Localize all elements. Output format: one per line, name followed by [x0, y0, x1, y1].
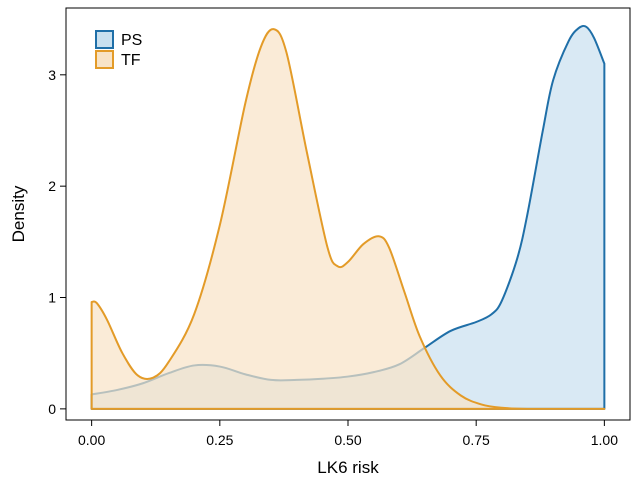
x-axis-title: LK6 risk	[317, 458, 379, 477]
legend-label-ps: PS	[121, 32, 142, 49]
x-tick-label: 0.75	[463, 432, 490, 448]
density-area-tf	[90, 28, 606, 410]
y-axis-title: Density	[9, 185, 28, 242]
legend: PS TF	[95, 30, 142, 69]
x-tick-label: 0.50	[334, 432, 361, 448]
y-tick-label: 2	[48, 178, 56, 194]
x-tick-label: 0.25	[206, 432, 233, 448]
series-layer	[90, 24, 606, 410]
x-axis: 0.00 0.25 0.50 0.75 1.00	[78, 420, 618, 448]
legend-swatch-ps	[95, 30, 114, 49]
y-axis: 0 1 2 3	[48, 67, 66, 417]
x-tick-label: 0.00	[78, 432, 105, 448]
legend-swatch-tf	[95, 50, 114, 69]
y-tick-label: 1	[48, 290, 56, 306]
y-tick-label: 3	[48, 67, 56, 83]
x-tick-label: 1.00	[591, 432, 618, 448]
y-tick-label: 0	[48, 401, 56, 417]
legend-label-tf: TF	[121, 52, 141, 69]
